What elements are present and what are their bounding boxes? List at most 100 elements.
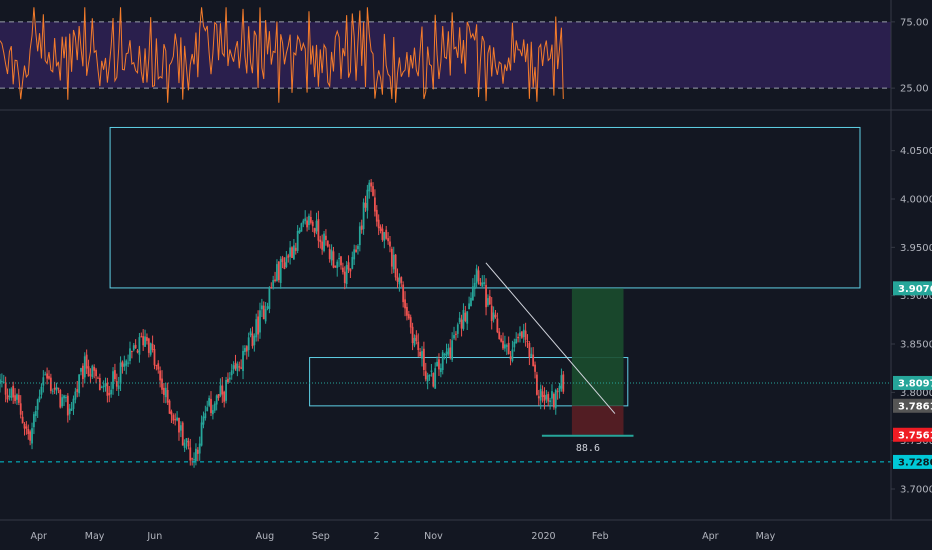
time-tick-label: May [85, 531, 105, 542]
candle-body [526, 340, 529, 342]
candle-body [422, 348, 425, 371]
long-profit-zone [571, 288, 624, 406]
candle-body [326, 240, 329, 247]
candle-body [80, 368, 82, 372]
candle-body [100, 387, 103, 389]
candle-body [161, 378, 163, 390]
candle-body [151, 343, 154, 350]
candle-body [48, 376, 50, 379]
candle-body [163, 387, 165, 395]
candle-body [34, 410, 37, 416]
price-tick-label: 3.8000 [900, 388, 932, 399]
candle-body [221, 385, 224, 395]
candle-body [439, 368, 442, 373]
price-badge [893, 398, 932, 413]
rsi-tick-label: 25.00 [900, 84, 929, 95]
time-axis: Apr May Jun Aug Sep 2 Nov 2020 Feb Apr May [30, 531, 775, 542]
candle-body [475, 268, 478, 284]
candle-body [406, 306, 408, 316]
candle-body [272, 280, 275, 287]
candle-body [74, 391, 77, 400]
candle-body [187, 440, 190, 447]
candle-body [166, 389, 169, 403]
candle-body [428, 374, 431, 377]
candle-body [215, 395, 218, 405]
candle-body [313, 228, 316, 234]
candle-body [411, 326, 414, 344]
candle-body [554, 389, 557, 409]
price-badge [893, 454, 932, 469]
candle-body [323, 233, 325, 251]
price-badges: 3.9076 3.8097 3.7861 3.7561 3.7280 [893, 281, 932, 469]
candle-body [488, 296, 491, 305]
candle-body [21, 416, 24, 424]
candle-body [455, 333, 457, 335]
candle-body [396, 276, 399, 282]
candle-body [430, 370, 433, 372]
candle-body [153, 349, 156, 366]
candle-body [456, 324, 459, 334]
candle-body [55, 386, 58, 391]
candle-body [232, 365, 235, 370]
candle-body [19, 403, 22, 415]
candle-body [445, 351, 448, 357]
candle-body [191, 458, 194, 460]
candle-body [545, 394, 548, 400]
candle-body [398, 278, 401, 285]
candle-body [76, 389, 79, 392]
candle-body [213, 403, 216, 411]
candle-body [97, 377, 99, 379]
candle-body [33, 414, 35, 428]
rsi-band [0, 21, 891, 89]
candle-body [121, 361, 124, 367]
price-tick-label: 4.0500 [900, 146, 932, 157]
candle-body [362, 202, 365, 230]
candle-body [487, 298, 489, 306]
candle-body [556, 391, 559, 393]
candle-body [522, 329, 525, 338]
candle-body [259, 310, 261, 333]
candle-body [308, 215, 310, 226]
candle-body [464, 312, 467, 321]
time-tick-label: Apr [30, 531, 47, 542]
candle-body [524, 330, 527, 340]
candle-body [157, 363, 160, 370]
price-tick-label: 3.7000 [900, 485, 932, 496]
candle-body [409, 317, 412, 328]
candle-body [551, 391, 553, 399]
candle-body [244, 348, 246, 352]
time-tick-label: 2020 [531, 531, 555, 542]
candle-body [159, 370, 162, 381]
candle-body [353, 249, 356, 260]
candle-body [8, 396, 11, 398]
candle-body [424, 371, 427, 380]
candle-body [541, 391, 544, 397]
candle-body [6, 394, 9, 400]
candle-body [211, 410, 214, 415]
candle-body [0, 379, 1, 384]
candle-body [304, 218, 307, 222]
candle-body [262, 305, 265, 320]
candle-body [511, 349, 514, 362]
candle-body [0, 381, 3, 383]
candle-body [234, 362, 237, 369]
time-tick-label: Apr [702, 531, 719, 542]
candle-body [174, 419, 177, 421]
time-tick-label: Nov [424, 531, 443, 542]
candle-body [383, 232, 386, 241]
candle-body [400, 276, 403, 283]
candle-body [225, 380, 227, 401]
candle-body [302, 220, 305, 224]
candle-body [539, 388, 542, 401]
candle-body [70, 408, 73, 411]
candle-body [441, 352, 444, 371]
candle-body [375, 209, 378, 222]
candle-body [136, 350, 139, 353]
candle-body [42, 377, 45, 386]
candle-body [325, 235, 327, 240]
candle-body [240, 367, 243, 369]
candle-body [155, 365, 158, 367]
candle-body [189, 447, 192, 461]
candle-body [181, 422, 184, 446]
